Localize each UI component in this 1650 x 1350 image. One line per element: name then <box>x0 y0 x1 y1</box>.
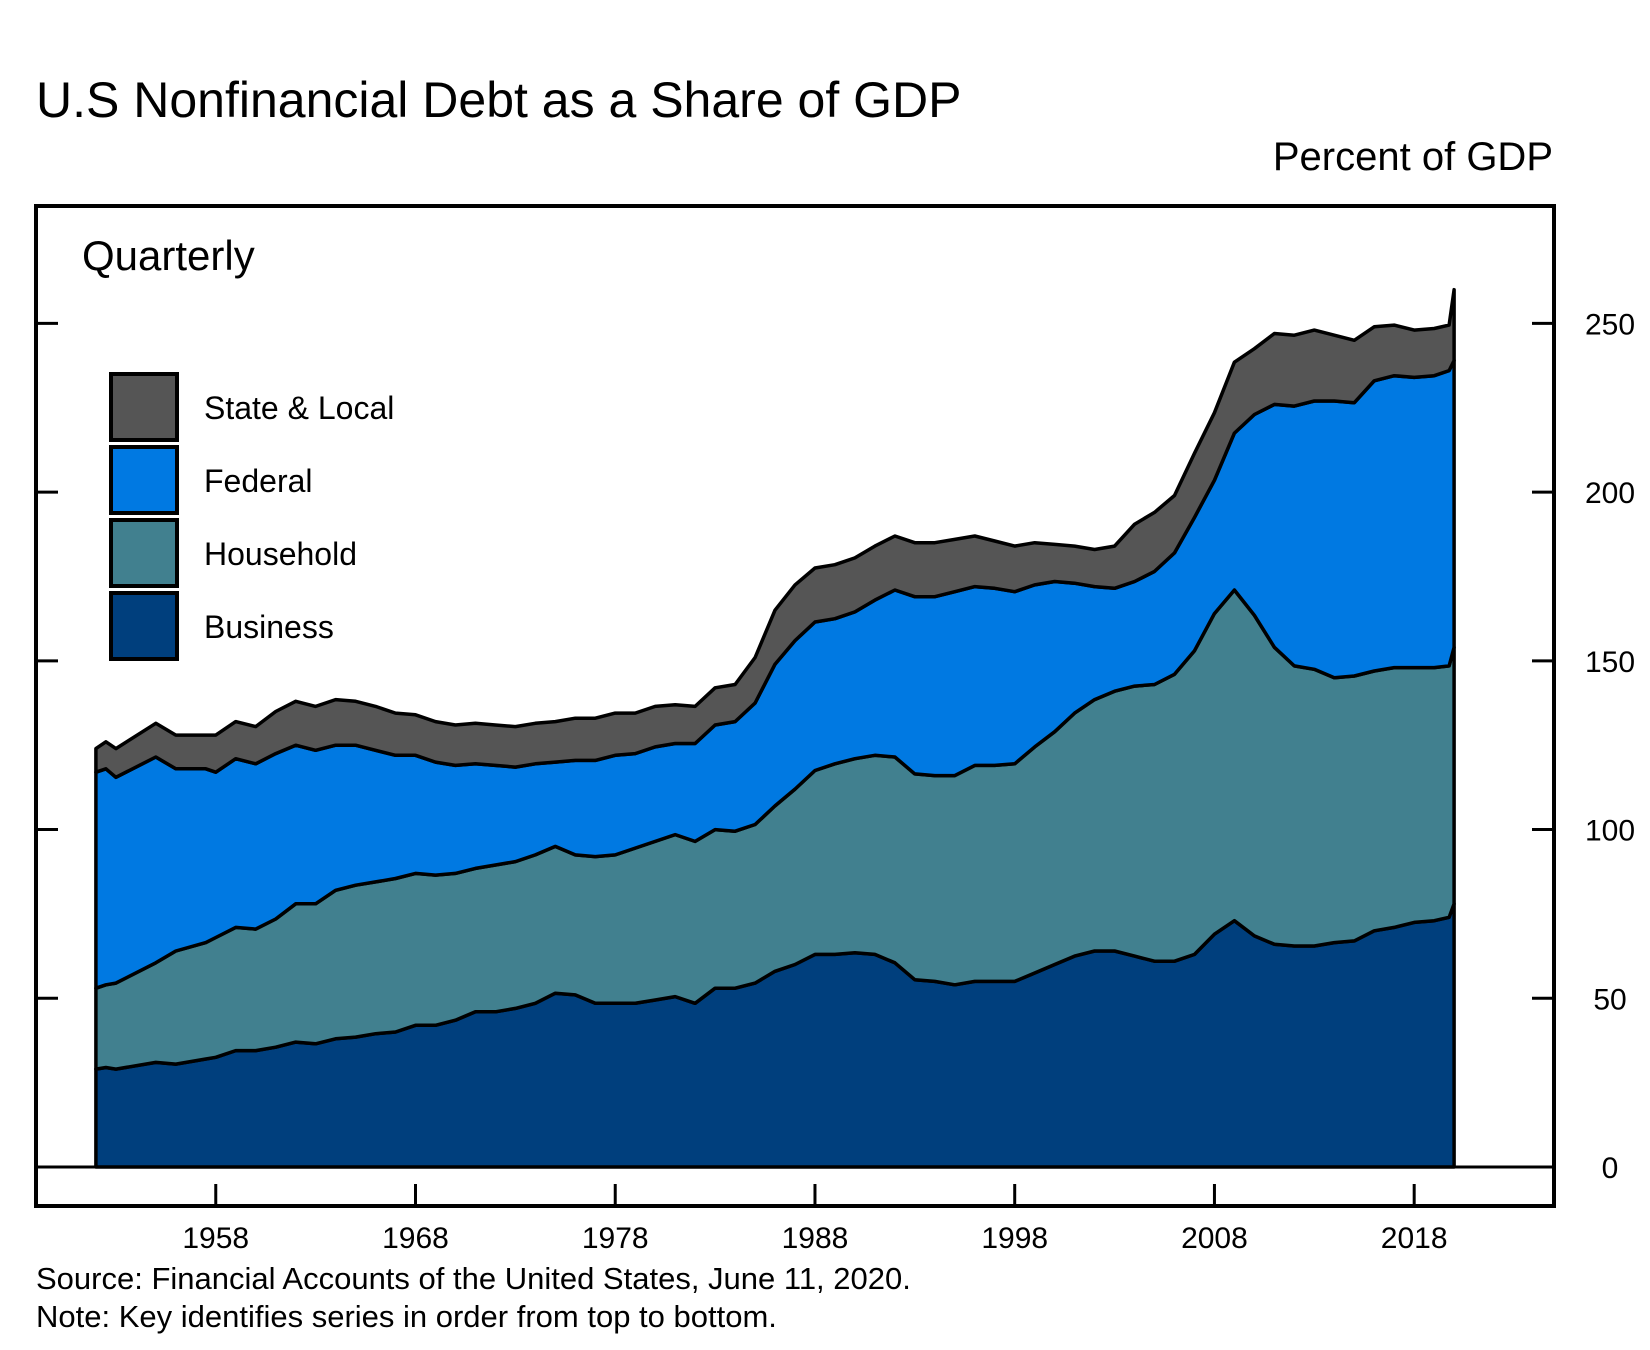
y-tick-label: 250 <box>1585 308 1635 341</box>
y-tick-label: 100 <box>1585 815 1635 848</box>
legend-label-federal: Federal <box>204 463 313 499</box>
x-axis-ticks: 1958 1968 1978 1988 1998 2008 2018 <box>182 1184 1448 1255</box>
x-tick-label: 2008 <box>1181 1222 1248 1255</box>
plot-frame <box>34 204 1556 1208</box>
area-state-local <box>94 287 1456 780</box>
source-note: Source: Financial Accounts of the United… <box>36 1261 911 1296</box>
legend-label-business: Business <box>204 609 334 645</box>
x-tick-label: 1968 <box>382 1222 449 1255</box>
chart-title: U.S Nonfinancial Debt as a Share of GDP <box>36 72 961 128</box>
frequency-label: Quarterly <box>82 232 255 279</box>
legend: State & Local Federal Household Business <box>109 372 394 661</box>
units-label: Percent of GDP <box>1273 135 1553 179</box>
x-tick-label: 1958 <box>182 1222 249 1255</box>
legend-label-state-local: State & Local <box>204 390 394 426</box>
y-tick-label: 50 <box>1593 983 1626 1016</box>
y-tick-label: 0 <box>1602 1152 1619 1185</box>
key-note: Note: Key identifies series in order fro… <box>36 1299 777 1334</box>
legend-swatch-state-local <box>109 372 179 442</box>
legend-swatch-household <box>109 518 179 588</box>
x-tick-label: 1978 <box>582 1222 649 1255</box>
x-tick-label: 1988 <box>782 1222 849 1255</box>
legend-label-household: Household <box>204 536 357 572</box>
y-tick-label: 200 <box>1585 477 1635 510</box>
legend-swatch-federal <box>109 445 179 515</box>
y-axis-ticks: 0 50 100 150 200 250 <box>36 308 1635 1185</box>
x-tick-label: 2018 <box>1381 1222 1448 1255</box>
y-tick-label: 150 <box>1585 646 1635 679</box>
x-tick-label: 1998 <box>981 1222 1048 1255</box>
legend-swatch-business <box>109 591 179 661</box>
stacked-areas <box>94 287 1456 1169</box>
